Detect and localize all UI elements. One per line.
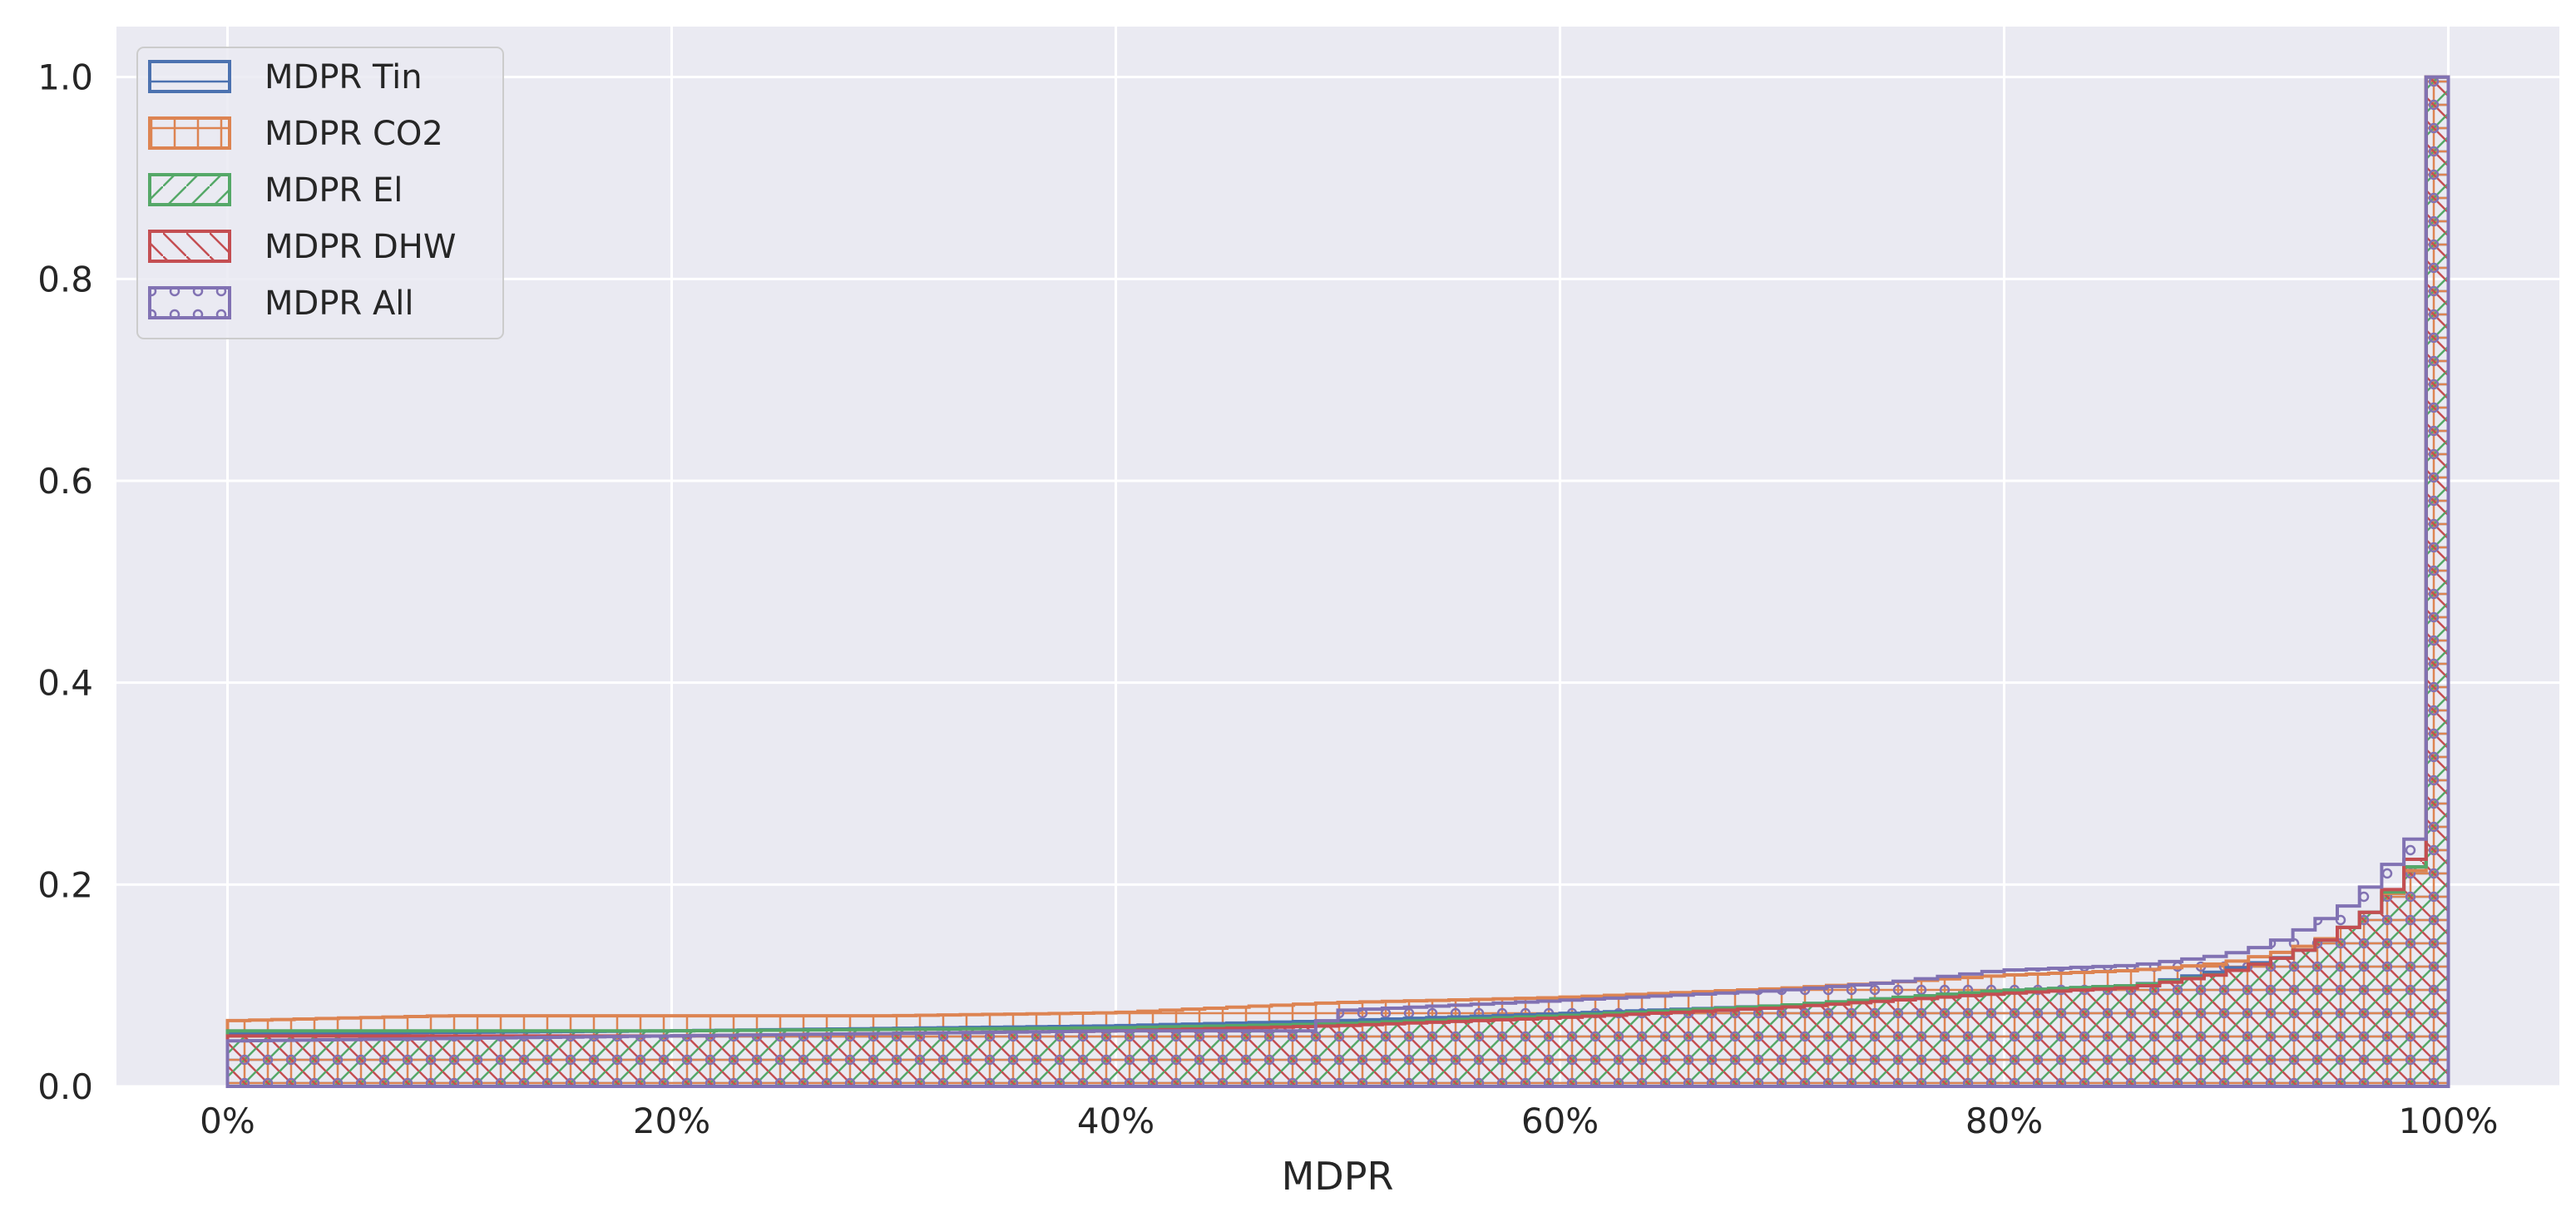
x-axis-title: MDPR — [1282, 1154, 1394, 1199]
legend-swatch — [148, 230, 231, 263]
legend-swatch — [148, 173, 231, 206]
y-tick-label: 1.0 — [37, 57, 93, 98]
chart-legend: MDPR Tin MDPR CO2 MDPR El MDPR DHW MDPR All — [136, 47, 504, 339]
legend-swatch — [148, 286, 231, 319]
plot-area-background — [116, 27, 2559, 1086]
y-tick-label: 0.0 — [37, 1066, 93, 1107]
series-step-line-4 — [225, 75, 2450, 1088]
y-tick-label: 0.8 — [37, 259, 93, 299]
legend-label: MDPR CO2 — [265, 115, 443, 153]
x-tick-label: 20% — [633, 1101, 710, 1141]
x-tick-label: 60% — [1521, 1101, 1599, 1141]
legend-swatch — [148, 60, 231, 93]
y-tick-label: 0.4 — [37, 663, 93, 704]
legend-label: MDPR All — [265, 284, 414, 323]
x-tick-label: 80% — [1965, 1101, 2043, 1141]
x-tick-label: 0% — [200, 1101, 255, 1141]
series-fill-4 — [227, 77, 2449, 1087]
legend-label: MDPR Tin — [265, 58, 423, 96]
series-outlines — [225, 75, 2450, 1088]
x-tick-labels: 0% 20% 40% 60% 80% 100% — [200, 1101, 2498, 1141]
legend-swatch — [148, 116, 231, 150]
series-step-line-1 — [225, 75, 2450, 1088]
x-tick-label: 100% — [2398, 1101, 2498, 1141]
legend-label: MDPR El — [265, 171, 403, 210]
y-tick-label: 0.2 — [37, 864, 93, 905]
x-tick-label: 40% — [1077, 1101, 1155, 1141]
legend-label: MDPR DHW — [265, 228, 456, 266]
y-tick-label: 0.6 — [37, 461, 93, 502]
y-tick-labels: 0.0 0.2 0.4 0.6 0.8 1.0 — [37, 57, 93, 1107]
series-hatch-fills — [227, 77, 2449, 1087]
